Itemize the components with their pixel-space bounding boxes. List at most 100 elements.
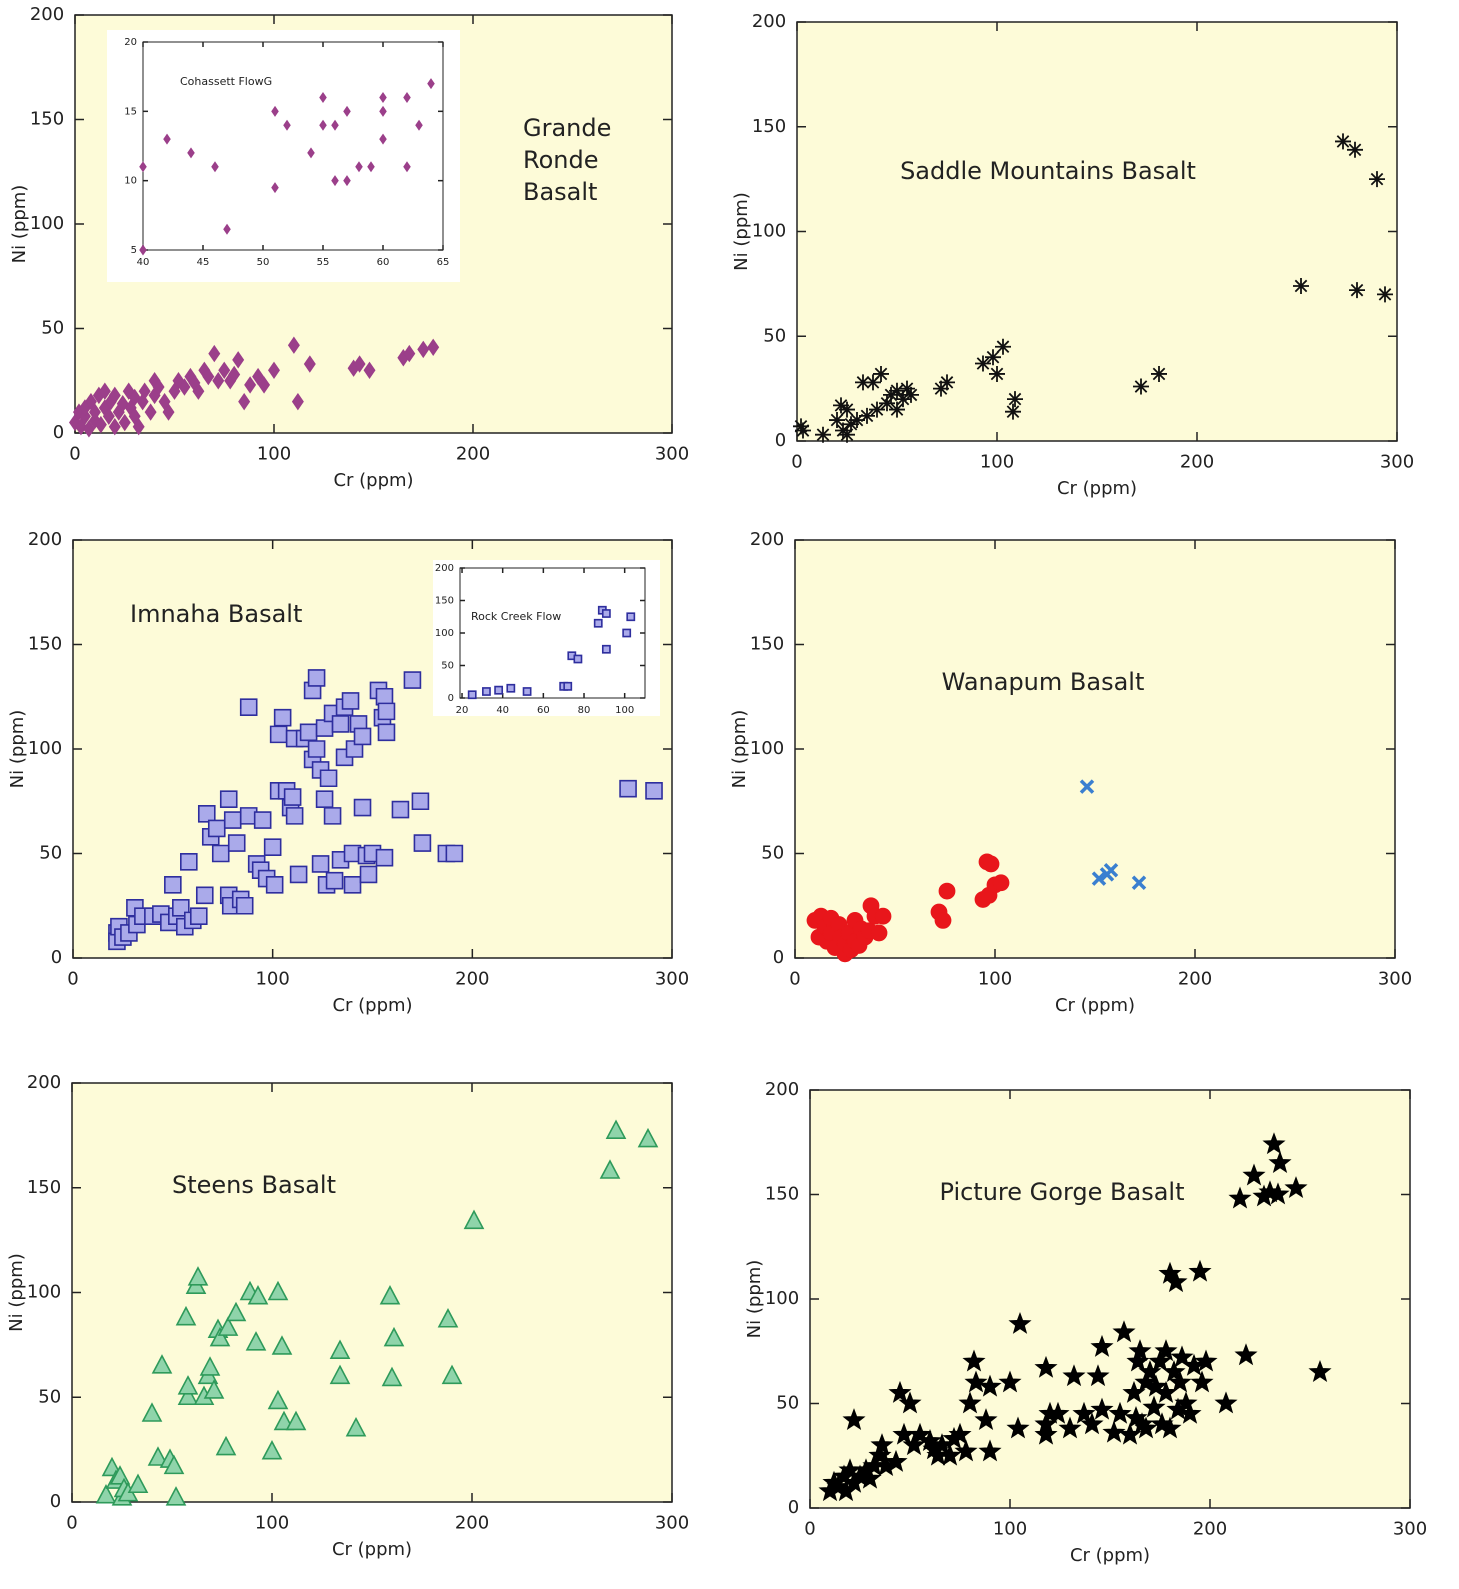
marker xyxy=(177,1385,199,1406)
marker xyxy=(974,1408,998,1431)
marker xyxy=(1188,1259,1212,1282)
y-tick-label: 150 xyxy=(27,1177,61,1198)
marker xyxy=(178,378,191,396)
marker xyxy=(245,1331,267,1351)
marker xyxy=(271,182,279,194)
marker xyxy=(403,671,422,689)
marker xyxy=(209,1326,231,1347)
marker xyxy=(858,1466,882,1489)
marker xyxy=(889,401,905,418)
marker xyxy=(995,338,1011,355)
marker xyxy=(899,380,915,397)
x-tick-label: 60 xyxy=(377,257,390,268)
marker xyxy=(325,871,344,890)
marker xyxy=(879,395,895,412)
x-tick-label: 45 xyxy=(197,257,210,268)
marker xyxy=(258,376,271,394)
marker xyxy=(415,119,423,131)
marker xyxy=(522,687,532,696)
marker xyxy=(865,374,881,391)
x-axis-label: Cr (ppm) xyxy=(332,995,412,1016)
marker xyxy=(413,834,432,852)
marker xyxy=(441,1364,463,1385)
marker xyxy=(311,855,330,873)
marker xyxy=(934,912,952,929)
marker xyxy=(285,807,304,825)
marker xyxy=(417,340,430,359)
marker xyxy=(939,374,955,391)
marker xyxy=(839,401,855,418)
x-tick-label: 200 xyxy=(1180,452,1214,473)
marker xyxy=(225,1301,247,1322)
marker xyxy=(343,105,351,117)
marker xyxy=(195,886,214,905)
marker xyxy=(341,692,360,710)
marker xyxy=(219,790,238,808)
marker xyxy=(958,1391,982,1414)
marker xyxy=(223,223,231,235)
y-tick-label: 200 xyxy=(765,1079,799,1100)
marker xyxy=(202,367,215,386)
marker xyxy=(793,418,809,435)
marker xyxy=(319,91,327,103)
marker xyxy=(329,1364,351,1385)
panel-title: Rock Creek Flow xyxy=(471,610,561,623)
marker xyxy=(315,790,334,808)
marker xyxy=(379,133,387,145)
marker xyxy=(289,865,308,884)
marker xyxy=(1293,277,1309,294)
marker xyxy=(118,413,131,432)
marker xyxy=(127,1473,149,1494)
y-tick-label: 150 xyxy=(750,634,784,655)
marker xyxy=(1308,1360,1332,1382)
x-tick-label: 100 xyxy=(978,969,1012,990)
marker xyxy=(359,865,378,884)
marker xyxy=(207,819,226,838)
y-tick-label: 0 xyxy=(53,422,64,443)
marker xyxy=(1148,1349,1172,1372)
marker xyxy=(1006,1416,1030,1439)
marker xyxy=(884,1449,908,1472)
x-axis-label: Cr (ppm) xyxy=(1057,478,1137,499)
marker xyxy=(235,896,254,915)
panel-title: Imnaha Basalt xyxy=(130,600,302,628)
marker xyxy=(162,403,175,421)
y-tick-label: 0 xyxy=(51,947,62,968)
plot-area xyxy=(71,1082,673,1503)
y-tick-label: 100 xyxy=(28,738,62,759)
marker xyxy=(938,882,956,900)
marker xyxy=(345,1416,367,1437)
marker xyxy=(626,612,636,622)
marker xyxy=(108,386,121,405)
x-axis-label: Cr (ppm) xyxy=(332,1539,412,1560)
marker xyxy=(307,147,315,159)
y-tick-label: 150 xyxy=(28,634,62,655)
marker xyxy=(164,876,182,894)
marker xyxy=(1335,133,1351,150)
marker xyxy=(375,687,394,706)
x-tick-label: 300 xyxy=(655,1513,689,1534)
marker xyxy=(1164,1270,1188,1293)
plot-area xyxy=(142,41,444,251)
marker xyxy=(982,855,1000,873)
x-tick-label: 300 xyxy=(1393,1519,1427,1540)
marker xyxy=(1133,378,1149,395)
marker xyxy=(622,628,632,638)
x-tick-label: 0 xyxy=(789,969,800,990)
y-tick-label: 50 xyxy=(776,1393,799,1414)
y-tick-label: 0 xyxy=(448,693,454,704)
marker xyxy=(1090,1334,1114,1357)
marker xyxy=(263,838,282,857)
marker xyxy=(144,403,157,421)
marker xyxy=(268,361,280,380)
y-tick-label: 20 xyxy=(124,37,137,48)
marker xyxy=(902,1433,926,1456)
marker xyxy=(1174,1391,1198,1414)
marker xyxy=(1062,1364,1086,1387)
marker xyxy=(605,1119,627,1139)
marker xyxy=(948,1422,972,1445)
marker xyxy=(391,800,410,819)
marker xyxy=(437,1308,459,1328)
y-tick-label: 100 xyxy=(750,738,784,759)
marker xyxy=(1108,1401,1132,1424)
